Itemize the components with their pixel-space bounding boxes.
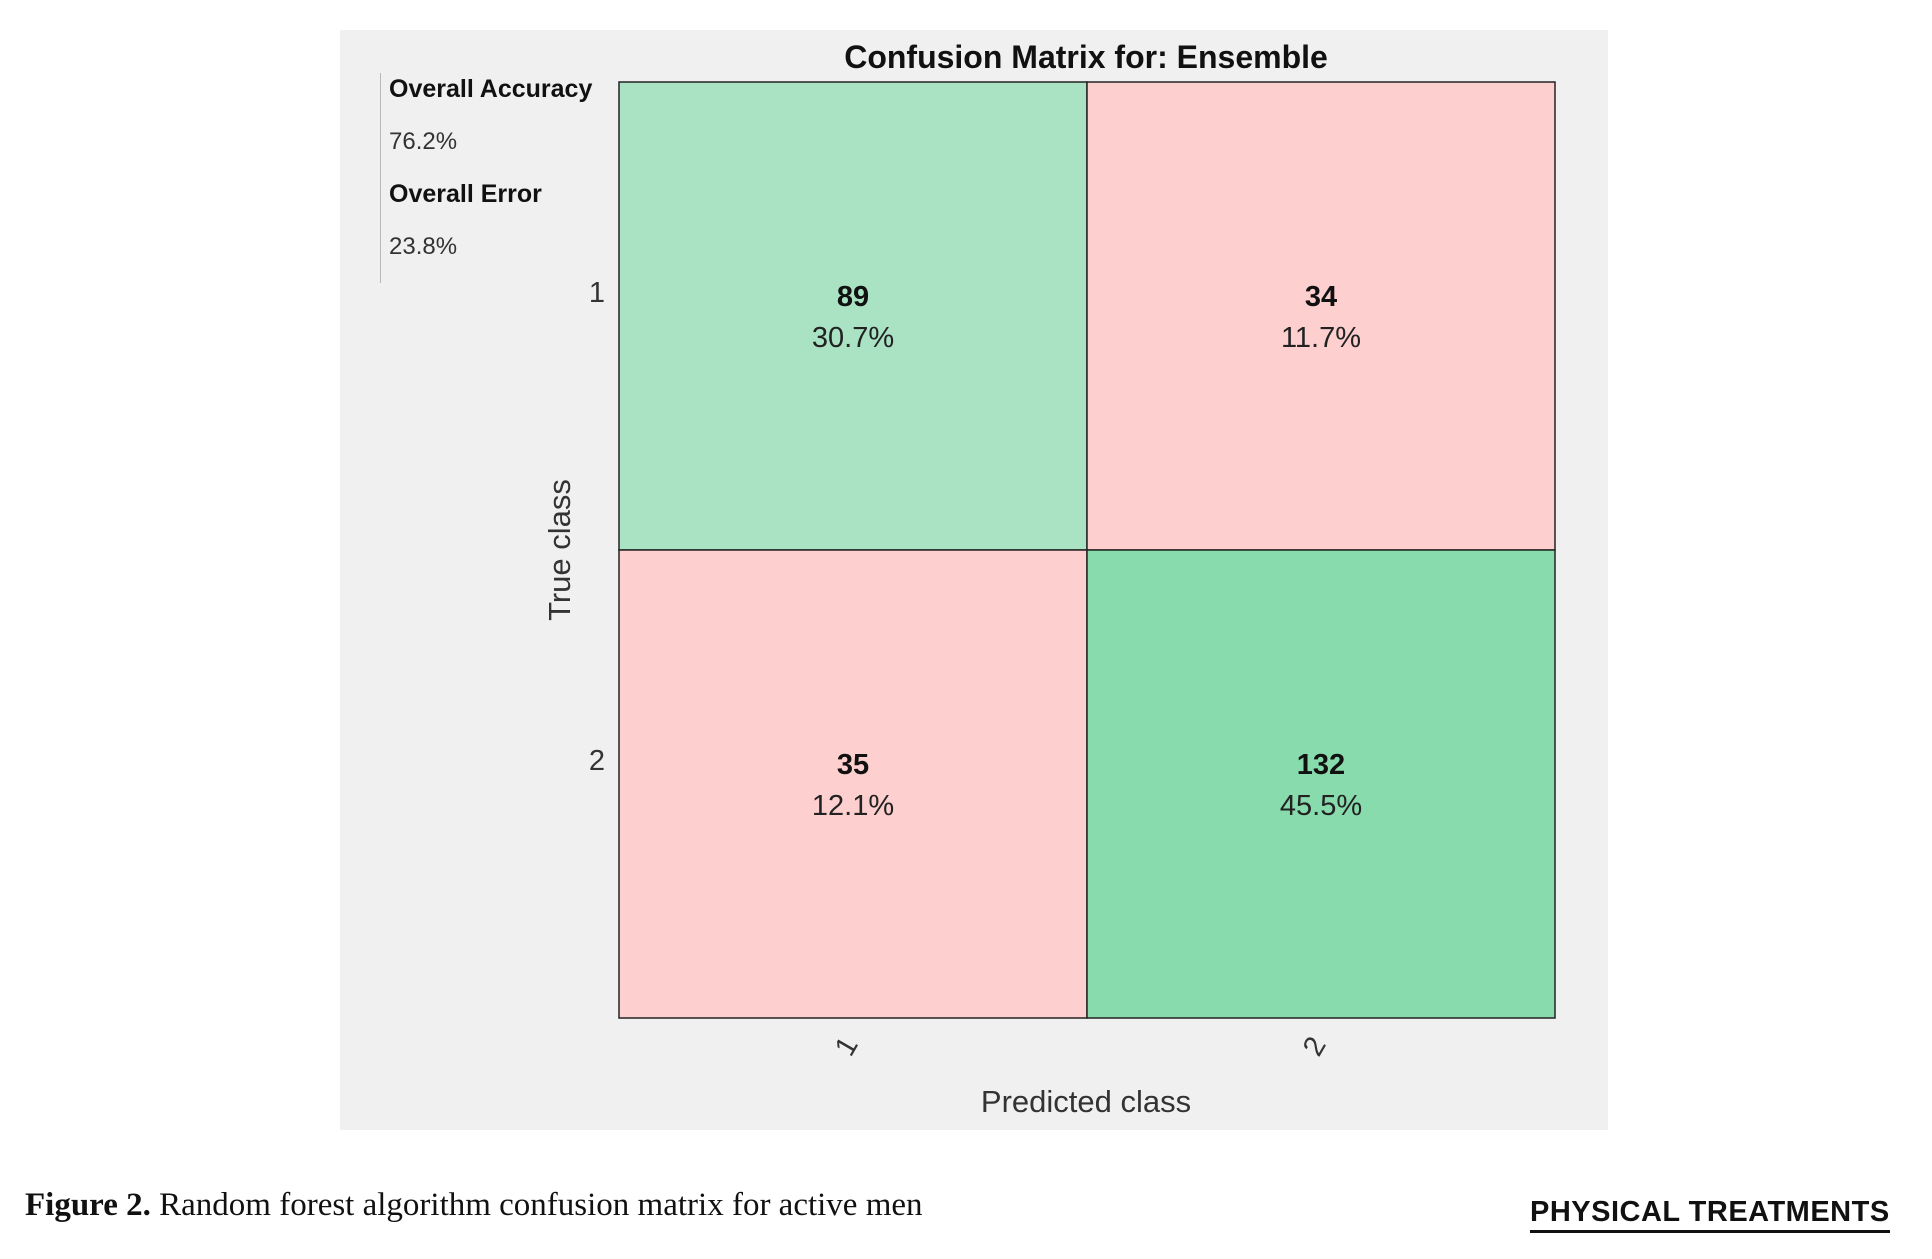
publisher-logo: PHYSICAL TREATMENTS [1530, 1196, 1890, 1233]
cell-percent-label: 11.7% [1281, 322, 1361, 354]
cell-count-label: 132 [1297, 749, 1345, 781]
y-tick-label: 2 [589, 745, 605, 777]
overall-accuracy-value: 76.2% [389, 128, 458, 155]
cell-percent-label: 30.7% [812, 322, 894, 354]
stats-divider [380, 73, 381, 283]
y-tick-label: 1 [589, 277, 605, 309]
figure-caption: Figure 2. Random forest algorithm confus… [25, 1187, 923, 1224]
caption-label: Figure 2. [25, 1187, 151, 1223]
cell-percent-label: 45.5% [1280, 790, 1362, 822]
matrix-cells: 89 30.7% 34 11.7% 35 12.1% 132 45.5% [618, 81, 1556, 1019]
caption-text: Random forest algorithm confusion matrix… [150, 1187, 923, 1223]
cell-true1-pred2 [1086, 81, 1556, 551]
x-tick-label: 1 [829, 1032, 865, 1062]
cell-true2-pred2 [1086, 549, 1556, 1019]
cell-count-label: 35 [837, 749, 869, 781]
cell-count-label: 34 [1305, 281, 1337, 313]
overall-accuracy-label: Overall Accuracy [389, 75, 593, 103]
overall-error-value: 23.8% [389, 233, 458, 260]
overall-error-label: Overall Error [389, 180, 542, 208]
cell-true2-pred1 [618, 549, 1088, 1019]
x-tick-label: 2 [1297, 1032, 1333, 1062]
cell-true1-pred1 [618, 81, 1088, 551]
chart-title: Confusion Matrix for: Ensemble [844, 39, 1328, 75]
x-axis-label: Predicted class [981, 1084, 1191, 1119]
y-axis-label: True class [542, 479, 577, 621]
cell-percent-label: 12.1% [812, 790, 894, 822]
cell-count-label: 89 [837, 281, 869, 313]
